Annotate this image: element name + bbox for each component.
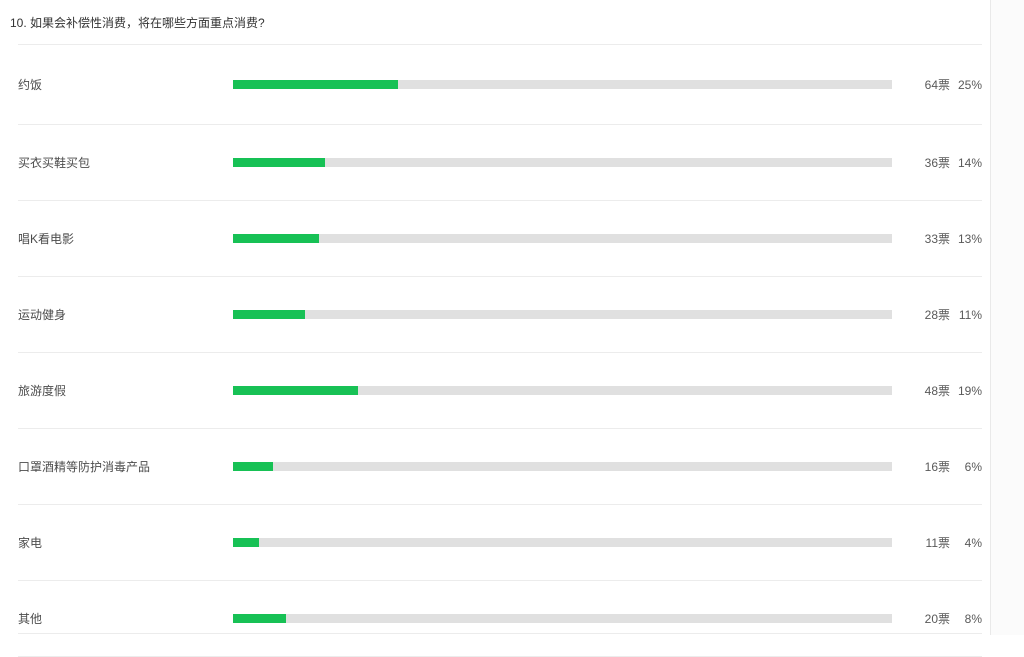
result-row: 运动健身 28票 11% (18, 277, 982, 353)
result-row: 其他 20票 8% (18, 581, 982, 657)
percent-value: 25% (957, 77, 982, 92)
results-list: 约饭 64票 25% 买衣买鞋买包 36票 14% 唱K看电影 33票 13% … (18, 45, 982, 657)
option-label: 口罩酒精等防护消毒产品 (18, 460, 151, 474)
votes-count: 11票 (925, 536, 950, 550)
page-right-margin (991, 0, 1024, 635)
option-label: 约饭 (18, 78, 43, 92)
votes-count: 64票 (924, 78, 950, 92)
bar-track (233, 80, 892, 89)
result-row: 家电 11票 4% (18, 505, 982, 581)
option-label: 唱K看电影 (18, 232, 75, 246)
bar-track (233, 462, 892, 471)
result-row: 旅游度假 48票 19% (18, 353, 982, 429)
percent-value: 13% (957, 231, 982, 246)
bar-fill (233, 310, 306, 319)
bar-fill (233, 538, 260, 547)
bar-track (233, 614, 892, 623)
option-label: 运动健身 (18, 308, 67, 322)
bar-fill (233, 614, 286, 623)
bar-track (233, 158, 892, 167)
option-label: 旅游度假 (18, 384, 67, 398)
result-row: 买衣买鞋买包 36票 14% (18, 125, 982, 201)
percent-value: 14% (957, 155, 982, 170)
percent-value: 19% (957, 383, 982, 398)
votes-count: 16票 (924, 460, 950, 474)
bar-fill (233, 234, 319, 243)
survey-question-panel: 10. 如果会补偿性消费，将在哪些方面重点消费? 约饭 64票 25% 买衣买鞋… (10, 0, 982, 657)
percent-value: 6% (964, 459, 982, 474)
bar-track (233, 310, 892, 319)
result-row: 唱K看电影 33票 13% (18, 201, 982, 277)
bar-track (233, 538, 892, 547)
result-row: 约饭 64票 25% (18, 45, 982, 125)
bar-fill (233, 158, 326, 167)
votes-count: 20票 (924, 612, 950, 626)
votes-count: 48票 (924, 384, 950, 398)
option-label: 买衣买鞋买包 (18, 156, 91, 170)
votes-count: 33票 (924, 232, 950, 246)
percent-value: 11% (958, 307, 982, 322)
result-row: 口罩酒精等防护消毒产品 16票 6% (18, 429, 982, 505)
votes-count: 28票 (924, 308, 950, 322)
bar-fill (233, 386, 359, 395)
bar-track (233, 234, 892, 243)
bar-fill (233, 80, 398, 89)
votes-count: 36票 (924, 156, 950, 170)
question-title-text: 10. 如果会补偿性消费，将在哪些方面重点消费? (10, 15, 265, 30)
question-title: 10. 如果会补偿性消费，将在哪些方面重点消费? (10, 0, 982, 45)
bar-track (233, 386, 892, 395)
bottom-divider (18, 633, 982, 634)
option-label: 家电 (18, 536, 43, 550)
content-right-border (990, 0, 991, 635)
percent-value: 8% (964, 611, 982, 626)
percent-value: 4% (964, 535, 982, 550)
option-label: 其他 (18, 612, 43, 626)
bar-fill (233, 462, 273, 471)
